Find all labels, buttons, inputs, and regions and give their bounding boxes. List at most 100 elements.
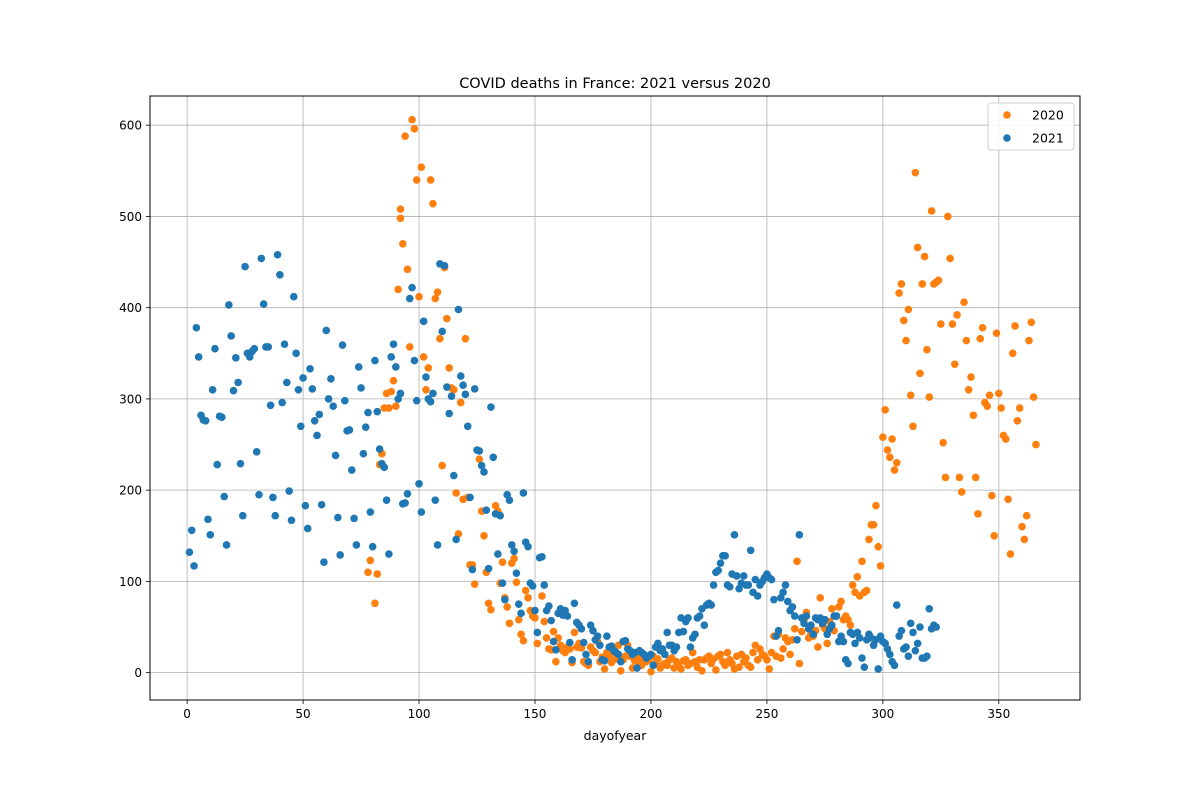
data-point-2021: [222, 541, 231, 549]
data-point-2021: [800, 619, 808, 628]
data-point-2020: [387, 387, 395, 396]
y-tick-label: 300: [119, 392, 142, 406]
data-point-2020: [786, 650, 794, 659]
data-point-2021: [264, 343, 273, 351]
data-point-2020: [538, 592, 546, 600]
data-point-2021: [269, 493, 277, 502]
data-point-2020: [995, 389, 1003, 398]
data-point-2020: [424, 364, 433, 372]
data-point-2021: [392, 363, 400, 371]
data-point-2020: [797, 627, 806, 636]
data-point-2020: [948, 320, 957, 328]
data-point-2021: [204, 515, 212, 524]
data-point-2020: [531, 614, 539, 622]
data-point-2020: [779, 645, 787, 653]
data-point-2020: [962, 336, 971, 345]
data-point-2020: [742, 654, 750, 662]
data-point-2021: [401, 499, 409, 507]
data-point-2021: [292, 349, 300, 358]
data-point-2021: [324, 395, 333, 403]
data-point-2021: [545, 602, 553, 610]
data-point-2020: [429, 199, 437, 208]
data-point-2021: [600, 656, 609, 665]
data-point-2021: [354, 363, 363, 371]
data-point-2021: [487, 403, 495, 411]
data-point-2021: [533, 628, 542, 637]
data-point-2020: [814, 643, 822, 651]
data-point-2020: [735, 663, 743, 671]
data-point-2021: [218, 413, 226, 421]
data-point-2021: [225, 301, 233, 309]
data-point-2021: [350, 514, 358, 523]
data-point-2021: [916, 623, 924, 631]
data-point-2020: [1015, 404, 1024, 412]
data-point-2020: [570, 628, 579, 637]
data-point-2020: [988, 491, 996, 500]
data-point-2020: [412, 176, 421, 184]
data-point-2021: [531, 606, 539, 615]
data-point-2020: [899, 316, 908, 325]
data-point-2021: [902, 643, 910, 651]
data-point-2021: [714, 566, 723, 575]
data-point-2021: [271, 511, 280, 520]
axis-ticks: 0 50 100 150 200 250 300 350 0 100 200 300 400 500 600: [119, 119, 1010, 721]
data-point-2021: [828, 621, 836, 629]
data-point-2020: [398, 240, 407, 248]
data-point-2020: [974, 510, 982, 518]
data-point-2021: [721, 552, 729, 560]
data-point-2020: [950, 360, 959, 369]
data-point-2021: [932, 623, 941, 631]
data-point-2021: [345, 426, 354, 434]
data-point-2021: [633, 664, 641, 672]
legend-label-2021: 2021: [1032, 131, 1064, 146]
data-point-2020: [846, 621, 855, 629]
data-point-2021: [519, 489, 528, 497]
data-point-2020: [394, 285, 402, 294]
data-point-2021: [614, 650, 623, 659]
data-point-2021: [229, 386, 238, 395]
data-point-2021: [616, 657, 625, 666]
data-point-2020: [944, 212, 952, 221]
data-point-2020: [443, 314, 451, 323]
data-point-2020: [937, 320, 945, 328]
data-point-2021: [289, 292, 298, 301]
data-point-2020: [886, 453, 894, 462]
data-points: [185, 115, 1040, 676]
data-point-2021: [396, 389, 405, 398]
data-point-2021: [568, 656, 576, 664]
data-point-2021: [405, 294, 414, 303]
y-tick-label: 600: [119, 119, 142, 133]
data-point-2021: [807, 621, 815, 629]
data-point-2021: [540, 581, 549, 589]
x-tick-label: 200: [639, 707, 662, 721]
data-point-2021: [512, 569, 521, 577]
data-point-2020: [1027, 318, 1036, 327]
data-point-2020: [405, 343, 414, 351]
data-point-2020: [385, 404, 393, 412]
data-point-2020: [1011, 322, 1019, 330]
data-point-2021: [663, 628, 671, 637]
data-point-2020: [753, 656, 762, 664]
data-point-2021: [334, 513, 342, 522]
data-point-2020: [876, 562, 885, 570]
data-point-2020: [389, 376, 398, 385]
data-point-2021: [206, 531, 215, 539]
data-point-2021: [890, 661, 899, 670]
data-point-2021: [577, 625, 586, 633]
data-point-2021: [385, 550, 393, 558]
data-point-2021: [320, 558, 328, 567]
data-point-2020: [456, 398, 465, 407]
data-point-2021: [913, 639, 922, 648]
data-point-2020: [746, 663, 755, 671]
data-point-2020: [916, 369, 924, 378]
x-tick-label: 150: [524, 707, 547, 721]
x-tick-label: 0: [183, 707, 191, 721]
data-point-2020: [552, 657, 560, 666]
data-point-2021: [375, 445, 384, 453]
data-point-2021: [415, 479, 423, 488]
data-point-2021: [744, 581, 753, 589]
data-point-2021: [501, 595, 509, 604]
data-point-2021: [338, 341, 347, 349]
data-point-2021: [357, 384, 365, 392]
data-point-2020: [964, 385, 973, 394]
